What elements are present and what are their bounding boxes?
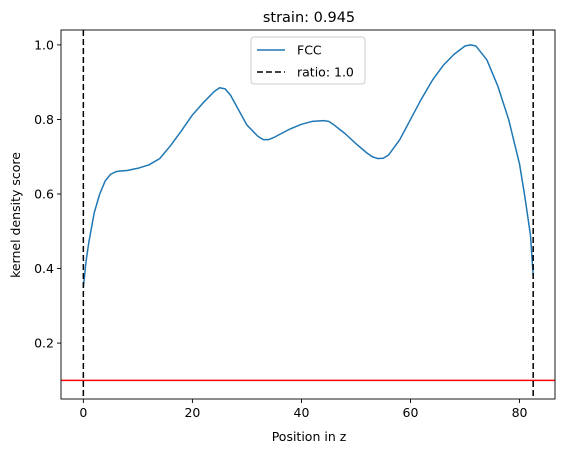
series-line-fcc <box>82 44 534 288</box>
x-tick-label: 20 <box>184 405 200 420</box>
y-tick-label: 0.2 <box>34 336 54 351</box>
chart-title: strain: 0.945 <box>263 10 355 26</box>
axes: 0 20 40 60 80 0.2 0.4 0.6 0.8 1.0 <box>34 29 556 420</box>
y-tick-label: 0.6 <box>34 187 54 202</box>
axes-frame <box>60 29 556 400</box>
x-tick-label: 60 <box>403 405 419 420</box>
legend-entry-ratio-label: ratio: 1.0 <box>297 65 354 80</box>
plot-area <box>61 30 555 399</box>
y-tick-label: 0.4 <box>34 261 54 276</box>
plot-content <box>61 30 555 399</box>
y-tick-label: 0.8 <box>34 112 54 127</box>
x-tick-label: 0 <box>79 405 87 420</box>
legend-entry-fcc-label: FCC <box>297 43 322 58</box>
y-tick-label: 1.0 <box>34 37 54 52</box>
x-axis-label: Position in z <box>272 429 347 444</box>
x-tick-label: 40 <box>294 405 310 420</box>
legend: FCC ratio: 1.0 <box>250 36 366 85</box>
x-tick-label: 80 <box>512 405 528 420</box>
y-axis-label: kernel density score <box>8 152 23 278</box>
